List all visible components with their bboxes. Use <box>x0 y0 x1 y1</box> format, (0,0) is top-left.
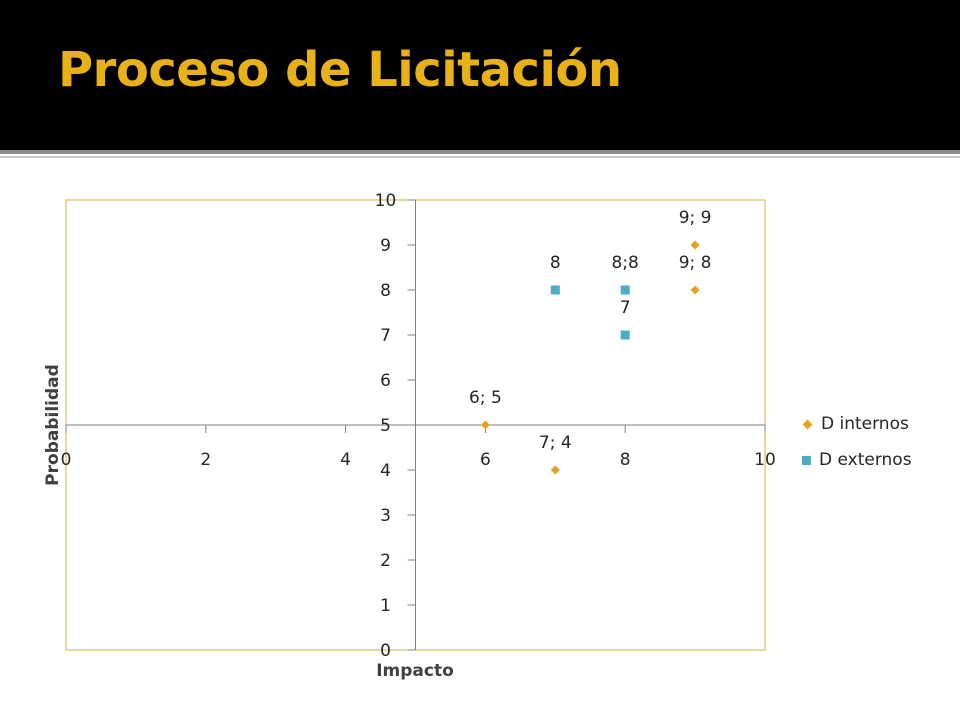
point-internos-3 <box>690 285 700 295</box>
legend-item-externos: D externos <box>802 442 912 478</box>
point-internos-0 <box>480 420 490 430</box>
chart-legend: D internos D externos <box>802 406 912 478</box>
data-label-externos-1: 8;8 <box>612 253 639 273</box>
y-tick-label-0: 0 <box>380 641 391 661</box>
title-banner: Proceso de Licitación <box>0 0 960 150</box>
slide-title: Proceso de Licitación <box>58 42 622 98</box>
x-tick-label-2: 2 <box>200 450 211 470</box>
legend-label-externos: D externos <box>819 450 912 470</box>
x-axis-title: Impacto <box>376 661 454 681</box>
x-tick-label-0: 0 <box>61 450 72 470</box>
data-label-internos-3: 9; 8 <box>679 253 712 273</box>
legend-square-marker <box>802 455 811 465</box>
x-tick-label-6: 6 <box>480 450 491 470</box>
legend-diamond-marker <box>802 419 813 429</box>
title-divider-thin <box>0 156 960 158</box>
y-axis-title: Probabilidad <box>43 364 63 486</box>
data-label-internos-2: 9; 9 <box>679 208 712 228</box>
y-tick-label-6: 6 <box>380 371 391 391</box>
y-tick-label-7: 7 <box>380 326 391 346</box>
point-externos-0 <box>550 285 560 295</box>
x-tick-label-10: 10 <box>754 450 776 470</box>
point-internos-1 <box>550 465 560 475</box>
y-tick-label-4: 4 <box>380 461 391 481</box>
legend-item-internos: D internos <box>802 406 912 442</box>
data-label-externos-0: 8 <box>550 253 561 273</box>
y-tick-label-10: 10 <box>375 191 397 211</box>
legend-label-internos: D internos <box>821 414 909 434</box>
title-divider <box>0 150 960 154</box>
y-tick-label-9: 9 <box>380 236 391 256</box>
data-label-internos-0: 6; 5 <box>469 388 502 408</box>
data-label-externos-2: 7 <box>620 298 631 318</box>
data-label-internos-1: 7; 4 <box>539 433 572 453</box>
point-externos-1 <box>620 285 630 295</box>
x-tick-label-4: 4 <box>340 450 351 470</box>
y-tick-label-5: 5 <box>380 416 391 436</box>
y-tick-label-3: 3 <box>380 506 391 526</box>
y-tick-label-1: 1 <box>380 596 391 616</box>
y-tick-label-2: 2 <box>380 551 391 571</box>
point-externos-2 <box>620 330 630 340</box>
x-tick-label-8: 8 <box>620 450 631 470</box>
y-tick-label-8: 8 <box>380 281 391 301</box>
point-internos-2 <box>690 240 700 250</box>
